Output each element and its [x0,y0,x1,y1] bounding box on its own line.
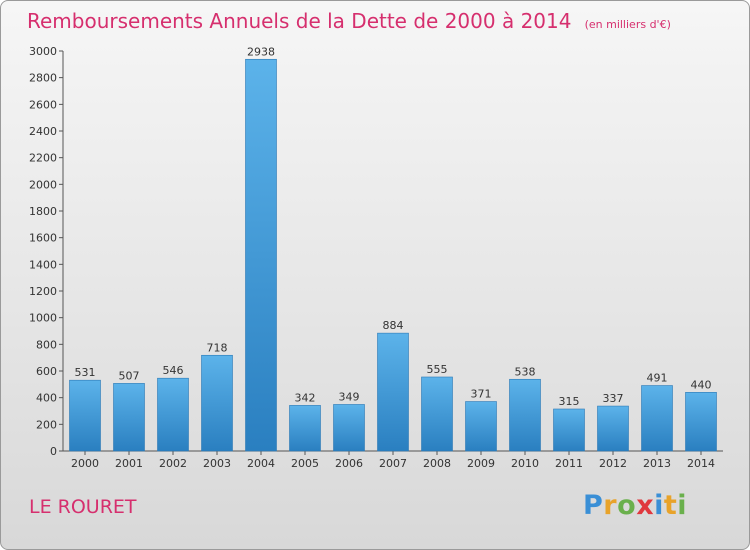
x-tick-label: 2000 [71,457,99,470]
logo-letter: t [663,490,678,521]
logo-letter: o [617,490,637,521]
bar-value-label: 349 [339,390,360,403]
bar-value-label: 491 [647,372,668,385]
x-tick-label: 2010 [511,457,539,470]
y-tick-label: 2000 [29,178,57,191]
logo-letter: x [636,490,655,521]
y-tick-label: 0 [50,445,57,458]
y-tick-label: 400 [36,392,57,405]
bar [377,332,409,452]
x-tick-label: 2011 [555,457,583,470]
y-tick-label: 3000 [29,45,57,58]
y-tick-label: 800 [36,338,57,351]
bar [289,405,321,452]
x-tick-label: 2013 [643,457,671,470]
bar-value-label: 531 [75,366,96,379]
x-tick-label: 2009 [467,457,495,470]
chart-title-line: Remboursements Annuels de la Dette de 20… [27,9,671,33]
x-tick-label: 2014 [687,457,715,470]
bar-value-label: 538 [515,365,536,378]
x-tick-label: 2008 [423,457,451,470]
y-tick-label: 2400 [29,125,57,138]
bar [333,404,365,452]
bar [201,354,233,452]
x-tick-label: 2012 [599,457,627,470]
y-tick-label: 1600 [29,232,57,245]
bar-value-label: 2938 [247,45,275,58]
chart-unit: (en milliers d'€) [584,18,671,31]
x-tick-label: 2004 [247,457,275,470]
bar-value-label: 546 [163,364,184,377]
logo-letter: i [677,490,688,521]
chart-title: Remboursements Annuels de la Dette de 20… [27,9,572,33]
axes: 0 200 400 600 800 1000 1200 1400 1600 1800 2000 220… [29,45,723,470]
y-tick-label: 2200 [29,152,57,165]
y-tick-label: 1200 [29,285,57,298]
bar-value-label: 555 [427,363,448,376]
bar-value-label: 884 [383,319,404,332]
bar-value-label: 507 [119,369,140,382]
bars [69,58,717,452]
bar [113,383,145,452]
bar [597,405,629,452]
x-tick-label: 2007 [379,457,407,470]
bar-value-label: 342 [295,391,316,404]
y-tick-label: 1000 [29,312,57,325]
bar-value-label: 371 [471,388,492,401]
x-tick-label: 2001 [115,457,143,470]
bar [553,408,585,452]
x-tick-label: 2003 [203,457,231,470]
data-labels: 531 507 546 718 2938 342 349 884 555 371 538 315 337… [75,45,712,408]
y-tick-label: 600 [36,365,57,378]
x-tick-label: 2005 [291,457,319,470]
y-tick-label: 2800 [29,72,57,85]
logo-letter: i [654,490,664,521]
commune-name: LE ROURET [29,496,137,518]
x-tick-label: 2006 [335,457,363,470]
bar-value-label: 337 [603,392,624,405]
y-tick-label: 1400 [29,258,57,271]
bar [69,379,101,452]
y-tick-label: 1800 [29,205,57,218]
y-tick-label: 2600 [29,98,57,111]
bar [421,376,453,452]
bar [509,378,541,452]
bar-value-label: 315 [559,395,580,408]
bar [641,385,673,452]
bar [685,392,717,452]
bar-value-label: 440 [691,378,712,391]
proxiti-logo: Proxiti [583,490,687,521]
y-tick-label: 200 [36,418,57,431]
logo-letter: r [603,490,618,521]
bar [465,401,497,452]
logo-letter: P [583,490,604,521]
bar [157,377,189,452]
bar [245,58,277,452]
bar-value-label: 718 [207,341,228,354]
x-tick-label: 2002 [159,457,187,470]
